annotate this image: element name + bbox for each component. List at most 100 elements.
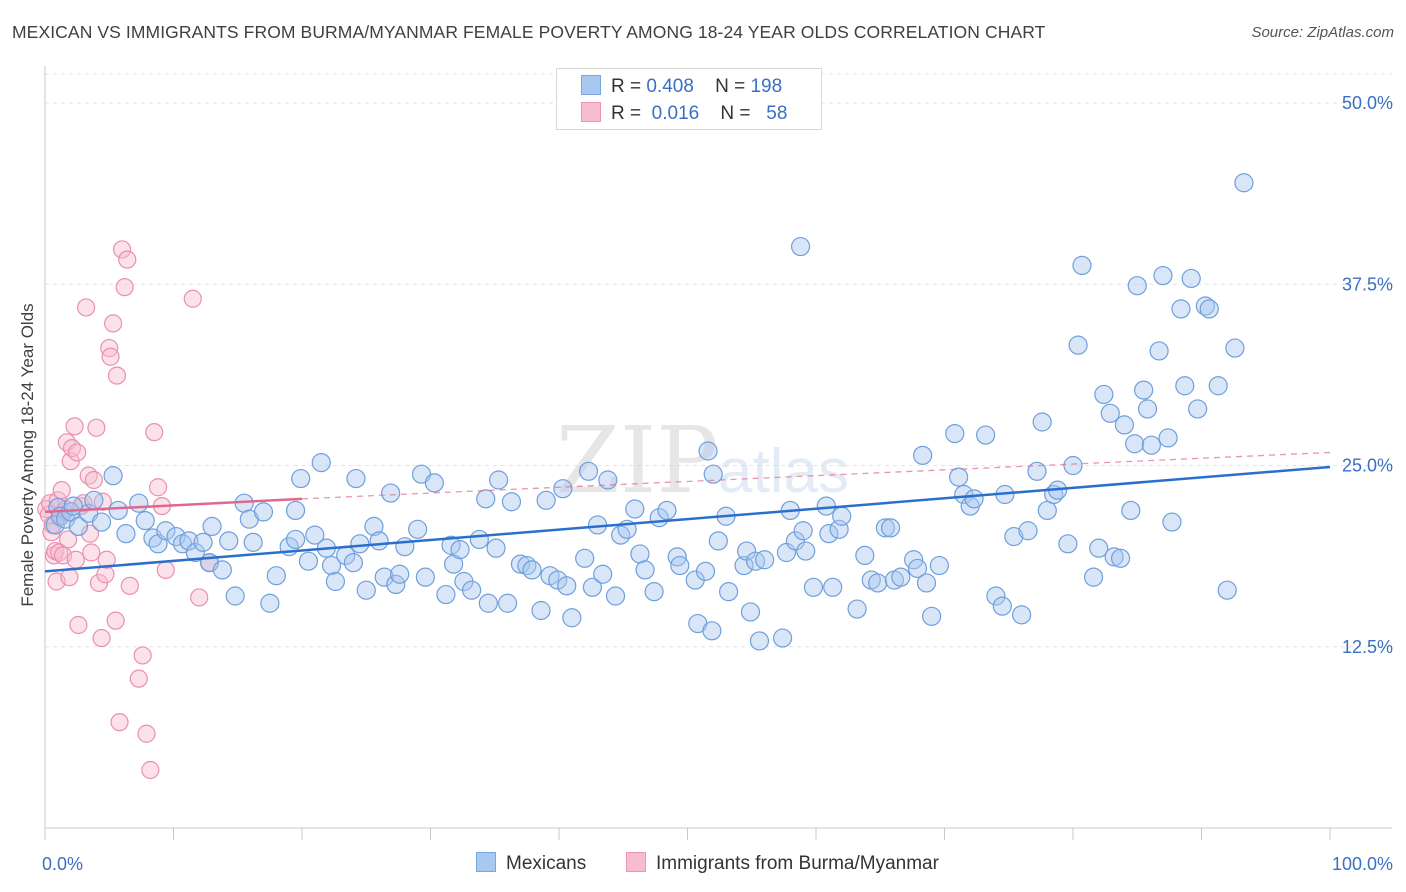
mexicans-point <box>243 532 263 552</box>
y-tick-labels: 12.5% 25.0% 37.5% 50.0% <box>1342 93 1393 657</box>
watermark-atlas: atlas <box>718 437 849 506</box>
mexicans-point <box>441 535 461 555</box>
mexicans-point <box>916 573 937 593</box>
mexicans-point <box>868 573 888 593</box>
mexicans-point <box>1011 605 1032 625</box>
mexicans-point <box>803 577 824 597</box>
mexicans-point <box>875 518 895 538</box>
mexicans-point <box>1175 376 1195 396</box>
mexicans-point <box>823 577 843 597</box>
mexicans-point <box>179 531 199 551</box>
mexicans-point <box>772 628 793 648</box>
mexicans-point <box>415 567 435 587</box>
mexicans-point <box>749 631 770 651</box>
mexicans-point <box>108 500 128 521</box>
mexicans-point <box>740 602 761 622</box>
mexicans-point <box>266 566 286 586</box>
mexicans-point <box>1058 534 1078 554</box>
burma-point <box>156 560 175 580</box>
mexicans-point <box>1134 380 1154 400</box>
mexicans-point <box>575 548 595 568</box>
mexicans-point <box>1072 255 1092 275</box>
mexicans-point <box>135 510 155 531</box>
mexicans-point <box>285 529 306 550</box>
legend-swatch-mexicans <box>581 75 601 95</box>
mexicans-point <box>922 606 942 626</box>
burma-point <box>112 240 132 259</box>
legend-box: R = 0.408 N = 198 R = 0.016 N = 58 <box>556 68 822 130</box>
mexicans-point <box>598 470 618 490</box>
mexicans-point <box>929 555 949 576</box>
mexicans-point <box>1141 435 1161 455</box>
mexicans-point <box>702 621 722 641</box>
mexicans-point <box>424 473 444 493</box>
mexicans-point <box>350 534 370 554</box>
mexicans-point <box>593 564 613 584</box>
trend-lines <box>44 451 1331 573</box>
burma-point <box>104 314 123 333</box>
mexicans-point <box>1153 265 1173 286</box>
mexicans-point <box>364 516 384 537</box>
mexicans-point <box>408 519 428 539</box>
mexicans-point <box>1068 335 1088 355</box>
mexicans-point <box>381 483 401 503</box>
mexicans-point <box>1100 403 1120 423</box>
legend-n-value-mexicans: 198 <box>750 76 783 97</box>
mexicans-point <box>166 526 186 547</box>
burma-point <box>110 713 129 732</box>
burma-point <box>148 478 168 497</box>
mexicans-point <box>325 571 346 592</box>
mexicans-point <box>1037 500 1057 521</box>
burma-point <box>97 550 116 569</box>
mexicans-point <box>670 555 690 576</box>
mexicans-point <box>103 466 123 486</box>
mexicans-point <box>1171 299 1191 319</box>
bottom-legend-label-mexicans: Mexicans <box>506 853 587 874</box>
mexicans-point <box>469 529 489 550</box>
mexicans-point <box>891 567 911 587</box>
burma-point <box>80 524 100 543</box>
mexicans-point <box>68 516 89 537</box>
mexicans-point <box>855 545 875 566</box>
mexicans-point <box>1114 415 1135 435</box>
burma-point <box>92 628 111 648</box>
mexicans-point <box>450 539 470 560</box>
mexicans-point <box>1225 338 1245 358</box>
mexicans-point <box>1121 500 1141 521</box>
mexicans-point <box>116 524 136 544</box>
mexicans-point <box>462 580 482 600</box>
legend-r-label: R = <box>611 103 642 124</box>
mexicans-point <box>644 582 664 602</box>
mexicans-point <box>1162 512 1182 532</box>
mexicans-point <box>1094 384 1114 405</box>
mexicans-point <box>1217 580 1237 600</box>
mexicans-point <box>1032 412 1052 432</box>
mexicans-point <box>1234 173 1254 193</box>
mexicans-point <box>436 584 456 605</box>
mexicans-point <box>531 600 551 621</box>
mexicans-point <box>219 531 239 551</box>
mexicans-point <box>510 554 531 574</box>
mexicans-point <box>84 490 104 510</box>
mexicans-point <box>1188 399 1208 419</box>
mexicans-point <box>489 470 509 490</box>
mexicans-point <box>356 580 376 600</box>
burma-point <box>59 530 78 549</box>
mexicans-point <box>913 445 933 465</box>
legend-r-value-mexicans: 0.408 <box>646 76 694 97</box>
x-tick-label-1: 100.0% <box>1332 854 1393 874</box>
mexicans-point <box>311 453 331 473</box>
mexicans-point <box>1063 455 1083 476</box>
mexicans-point <box>260 593 280 613</box>
bottom-legend-burma: Immigrants from Burma/Myanmar <box>626 852 939 875</box>
chart-title: MEXICAN VS IMMIGRANTS FROM BURMA/MYANMAR… <box>12 22 1046 42</box>
mexicans-point <box>343 553 363 573</box>
legend-row-burma: R = 0.016 N = 58 <box>581 102 787 126</box>
burma-trend-line <box>44 497 303 514</box>
y-tick-label-3: 50.0% <box>1342 93 1393 113</box>
legend-swatch-burma <box>581 102 601 122</box>
mexicans-point <box>156 521 176 541</box>
mexicans-point <box>1125 434 1145 454</box>
legend-n-label: N = <box>720 103 751 124</box>
